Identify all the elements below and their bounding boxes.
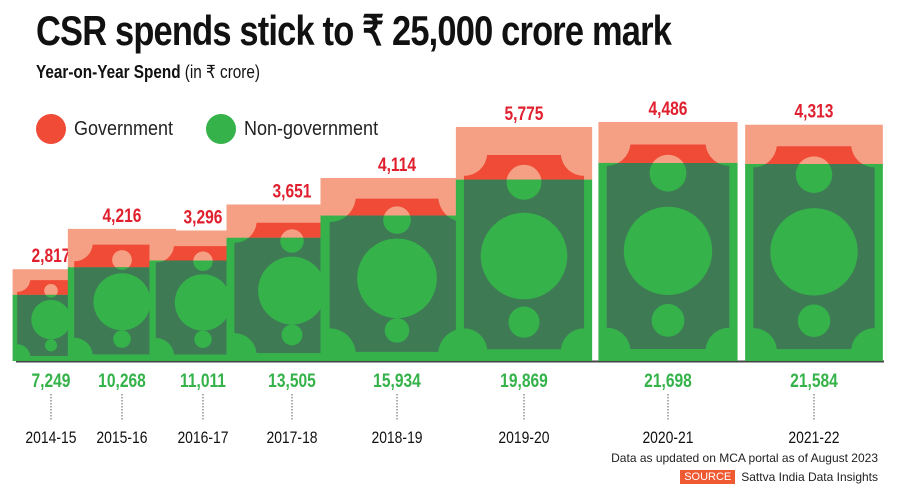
source-line: SOURCE Sattva India Data Insights [680, 470, 878, 484]
x-tick-label: 2019-20 [498, 429, 549, 448]
chart-title: CSR spends stick to ₹ 25,000 crore mark [36, 7, 672, 54]
bill-top-circle-nongov [506, 179, 542, 200]
bar-group-2021-22: 4,313 21,584 2021-22 [745, 100, 883, 447]
bill-bottom-circle-nongov [113, 330, 131, 348]
legend-swatch-government [36, 114, 66, 144]
bill-top-circle-nongov [383, 215, 411, 234]
bill-top-circle-nongov [649, 162, 687, 192]
non-government-value-label: 10,268 [98, 370, 146, 392]
bill-bottom-circle-nongov [797, 304, 831, 338]
government-value-label: 3,296 [184, 206, 223, 228]
bill-bottom-circle-nongov [44, 339, 58, 352]
bar-bill-2020-21 [598, 122, 738, 361]
government-value-label: 2,817 [32, 245, 71, 267]
legend-label-government: Government [74, 117, 174, 140]
x-tick-label: 2017-18 [266, 429, 317, 448]
non-government-value-label: 11,011 [180, 370, 226, 392]
bill-center-circle-nongov [623, 206, 713, 296]
bill-bottom-circle-nongov [281, 324, 303, 346]
source-tag: SOURCE [680, 470, 736, 484]
government-value-label: 3,651 [273, 180, 312, 202]
x-tick-label: 2016-17 [177, 429, 228, 448]
subtitle-unit: (in ₹ crore) [180, 62, 261, 82]
bill-bottom-circle-nongov [508, 306, 540, 338]
bar-bill-2019-20 [455, 126, 593, 361]
subtitle-bold: Year-on-Year Spend [36, 62, 181, 82]
government-value-label: 5,775 [505, 102, 544, 124]
bill-top-circle-nongov [115, 267, 129, 270]
bill-top-circle-nongov [280, 237, 304, 253]
government-value-label: 4,486 [649, 98, 688, 120]
bill-bottom-circle-nongov [384, 318, 410, 343]
non-government-value-label: 21,698 [644, 370, 692, 392]
bar-group-2018-19: 4,114 15,934 2018-19 [320, 154, 474, 448]
bill-top-circle-gov [280, 229, 304, 238]
non-government-value-label: 13,505 [268, 370, 316, 392]
legend: Government Non-government [36, 114, 407, 144]
bar-group-2019-20: 5,775 19,869 2019-20 [455, 102, 593, 448]
x-tick-label: 2014-15 [25, 429, 76, 448]
bill-body-government [765, 146, 863, 164]
bill-center-circle-nongov [174, 274, 232, 331]
bar-group-2020-21: 4,486 21,698 2020-21 [598, 98, 738, 448]
bill-body-government [618, 144, 718, 163]
legend-swatch-non-government [206, 114, 237, 144]
legend-label-non-government: Non-government [244, 117, 379, 140]
legend-item-government: Government [36, 114, 184, 144]
bill-top-circle-nongov [193, 260, 213, 272]
bill-center-circle-nongov [480, 212, 568, 300]
bill-top-circle-gov [652, 154, 684, 163]
x-tick-label: 2020-21 [642, 429, 693, 448]
bar-bill-2021-22 [745, 124, 883, 361]
bill-top-circle-gov [383, 206, 411, 216]
bill-top-circle-gov [506, 164, 542, 180]
bill-center-circle-nongov [31, 299, 71, 340]
data-note: Data as updated on MCA portal as of Augu… [611, 451, 878, 465]
non-government-value-label: 15,934 [373, 370, 421, 392]
x-tick-label: 2015-16 [96, 429, 147, 448]
bill-top-circle-nongov [795, 163, 833, 193]
bill-bottom-circle-nongov [194, 330, 212, 348]
non-government-value-label: 7,249 [32, 370, 71, 392]
x-tick-label: 2018-19 [371, 429, 422, 448]
bill-center-circle-nongov [357, 238, 437, 319]
bill-top-circle-gov [193, 251, 213, 261]
bill-top-circle-gov [112, 250, 132, 268]
chart-subtitle: Year-on-Year Spend (in ₹ crore) [36, 62, 260, 83]
government-value-label: 4,216 [103, 204, 142, 226]
non-government-value-label: 21,584 [790, 370, 838, 392]
non-government-value-label: 19,869 [500, 370, 548, 392]
x-tick-label: 2021-22 [788, 429, 839, 448]
government-value-label: 4,313 [795, 100, 834, 122]
bill-center-circle-nongov [93, 273, 151, 331]
government-value-label: 4,114 [378, 154, 416, 176]
source-text: Sattva India Data Insights [741, 470, 878, 484]
bar-bill-2018-19 [320, 178, 474, 361]
bill-top-circle-nongov [45, 294, 57, 298]
legend-item-non-government: Non-government [206, 114, 393, 144]
bill-top-circle-gov [44, 283, 58, 295]
bill-top-circle-gov [799, 156, 829, 164]
bill-bottom-circle-nongov [651, 304, 685, 337]
bill-center-circle-nongov [258, 256, 326, 325]
bill-center-circle-nongov [770, 208, 858, 296]
